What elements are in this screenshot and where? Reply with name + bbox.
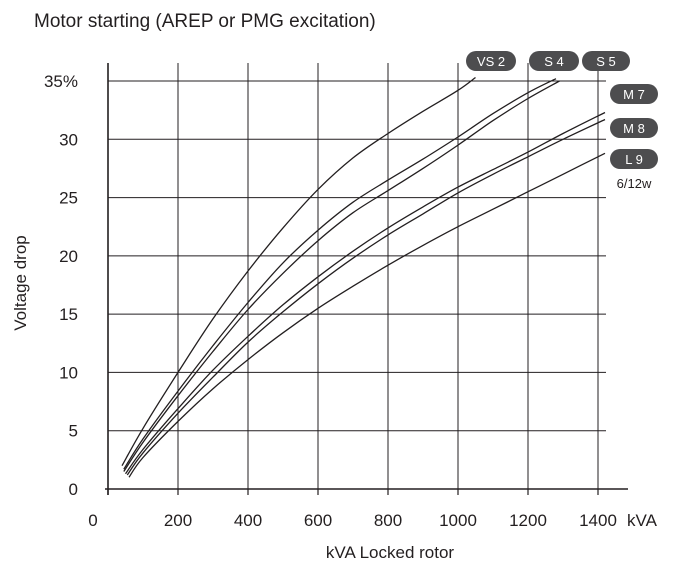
x-axis-label: kVA Locked rotor xyxy=(326,543,455,562)
y-tick-label-20: 20 xyxy=(59,247,78,266)
badge-m8-shape xyxy=(610,118,658,138)
y-tick-label-35-pct: 35% xyxy=(44,72,78,91)
y-tick-labels: 0 5 10 15 20 25 30 35% xyxy=(44,72,78,499)
badge-s5-label: S 5 xyxy=(596,54,616,69)
series-lines xyxy=(121,76,606,478)
y-tick-label-25: 25 xyxy=(59,189,78,208)
series-line-vs2 xyxy=(121,76,476,467)
series-line-s4 xyxy=(123,78,557,470)
legend-badges: VS 2 S 4 S 5 M 7 M 8 L 9 6/12w xyxy=(466,51,658,191)
y-tick-label-15: 15 xyxy=(59,305,78,324)
badge-s4: S 4 xyxy=(529,51,579,71)
badge-s5-shape xyxy=(582,51,630,71)
x-axis-unit: kVA xyxy=(627,511,658,530)
axes xyxy=(105,63,628,495)
x-tick-label-400: 400 xyxy=(234,511,262,530)
x-tick-label-1000: 1000 xyxy=(439,511,477,530)
x-tick-label-0: 0 xyxy=(88,511,97,530)
grid xyxy=(108,63,606,489)
winding-note: 6/12w xyxy=(617,176,652,191)
badge-m7: M 7 xyxy=(610,84,658,104)
series-line-m7 xyxy=(124,111,606,475)
badge-vs2-label: VS 2 xyxy=(477,54,505,69)
badge-s5: S 5 xyxy=(582,51,630,71)
badge-m7-shape xyxy=(610,84,658,104)
y-tick-label-10: 10 xyxy=(59,363,78,382)
series-line-m8 xyxy=(126,118,606,476)
x-tick-label-800: 800 xyxy=(374,511,402,530)
badge-l9: L 9 xyxy=(610,149,658,169)
series-line-s5 xyxy=(123,80,560,472)
y-tick-label-5: 5 xyxy=(69,422,78,441)
x-tick-label-1200: 1200 xyxy=(509,511,547,530)
badge-m8-label: M 8 xyxy=(623,121,645,136)
badge-s4-shape xyxy=(529,51,579,71)
badge-m8: M 8 xyxy=(610,118,658,138)
series-line-l9 xyxy=(128,152,606,478)
x-tick-labels: 0 200 400 600 800 1000 1200 1400 kVA xyxy=(88,511,657,530)
badge-l9-label: L 9 xyxy=(625,152,643,167)
badge-m7-label: M 7 xyxy=(623,87,645,102)
x-tick-label-1400: 1400 xyxy=(579,511,617,530)
y-tick-label-0: 0 xyxy=(69,480,78,499)
badge-l9-shape xyxy=(610,149,658,169)
y-axis-label: Voltage drop xyxy=(11,235,30,330)
chart-title: Motor starting (AREP or PMG excitation) xyxy=(34,11,376,32)
badge-s4-label: S 4 xyxy=(544,54,564,69)
x-tick-label-600: 600 xyxy=(304,511,332,530)
x-tick-label-200: 200 xyxy=(164,511,192,530)
badge-vs2-shape xyxy=(466,51,516,71)
y-tick-label-30: 30 xyxy=(59,130,78,149)
badge-vs2: VS 2 xyxy=(466,51,516,71)
